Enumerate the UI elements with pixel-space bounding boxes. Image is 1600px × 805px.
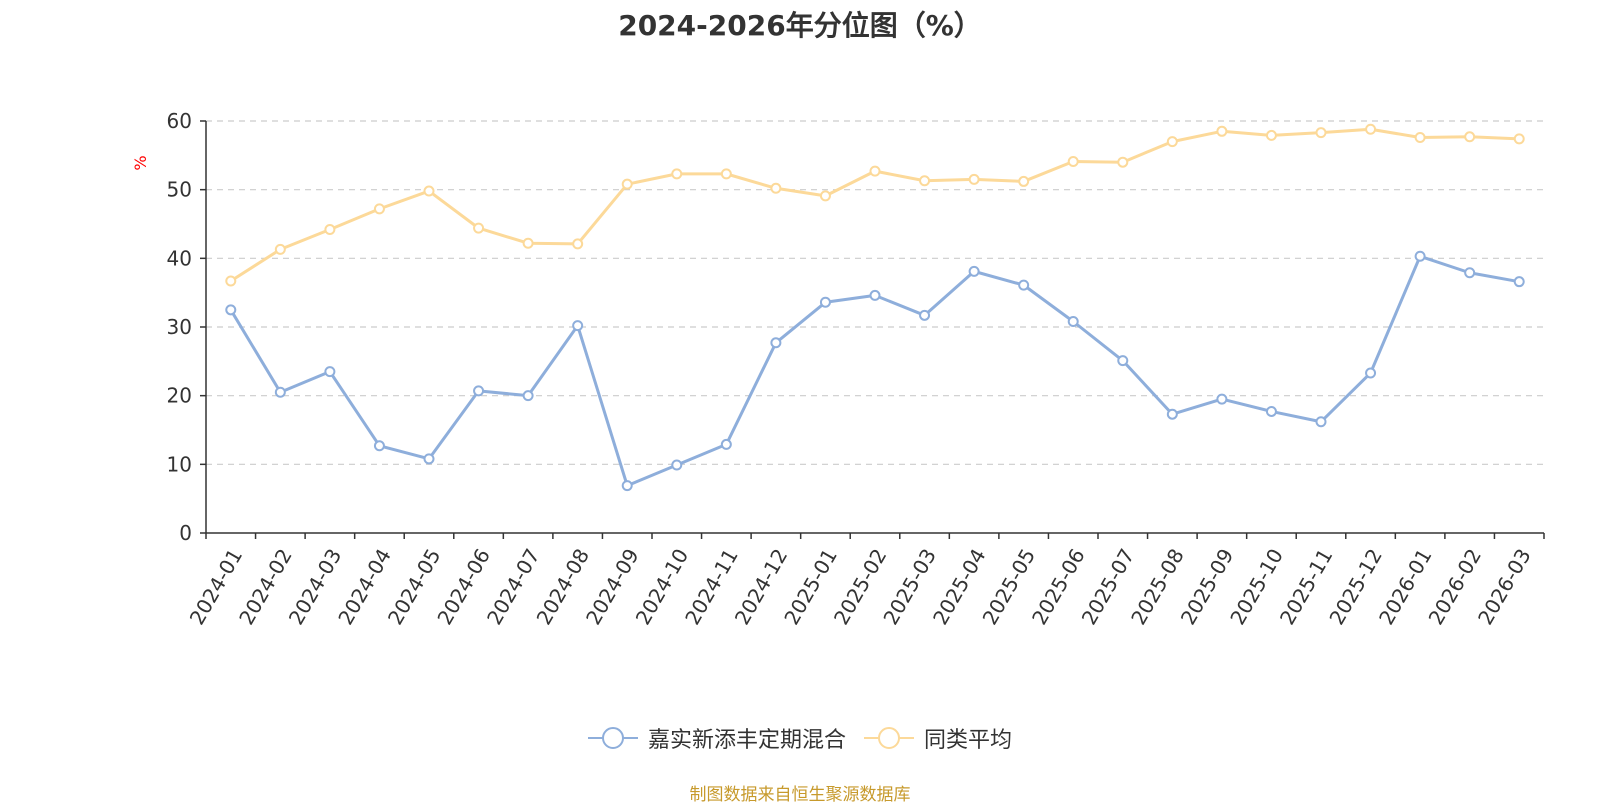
y-tick-label: 40 <box>167 246 192 270</box>
data-point-0[interactable] <box>1315 416 1327 428</box>
data-point-0[interactable] <box>1365 367 1377 379</box>
series-group <box>225 123 1525 492</box>
data-point-1[interactable] <box>1216 125 1228 137</box>
data-point-0[interactable] <box>770 337 782 349</box>
data-point-0[interactable] <box>621 480 633 492</box>
data-point-1[interactable] <box>1265 129 1277 141</box>
y-tick-label: 10 <box>167 452 192 476</box>
legend-average-label: 同类平均 <box>924 728 1013 753</box>
data-point-1[interactable] <box>1166 136 1178 148</box>
data-point-1[interactable] <box>274 243 286 255</box>
data-point-1[interactable] <box>770 182 782 194</box>
data-point-0[interactable] <box>274 386 286 398</box>
legend: 嘉实新添丰定期混合 同类平均 <box>0 722 1600 754</box>
data-point-0[interactable] <box>720 438 732 450</box>
series-line-1 <box>229 127 1520 283</box>
data-point-0[interactable] <box>572 320 584 332</box>
legend-fund-marker-icon <box>587 727 638 749</box>
data-point-1[interactable] <box>1464 131 1476 143</box>
data-point-0[interactable] <box>1513 276 1525 288</box>
data-point-0[interactable] <box>819 296 831 308</box>
y-axis-label: % <box>131 155 150 170</box>
data-point-1[interactable] <box>720 168 732 180</box>
data-point-1[interactable] <box>1067 156 1079 168</box>
y-tick-label: 20 <box>167 384 192 408</box>
legend-fund-label: 嘉实新添丰定期混合 <box>647 728 846 753</box>
y-axis-ticks: 0 10 20 30 40 50 60 <box>167 109 207 545</box>
data-point-0[interactable] <box>1067 316 1079 328</box>
data-point-1[interactable] <box>324 223 336 235</box>
data-point-0[interactable] <box>522 390 534 402</box>
legend-item-fund[interactable]: 嘉实新添丰定期混合 <box>587 722 846 754</box>
data-point-0[interactable] <box>1166 408 1178 420</box>
data-point-1[interactable] <box>572 238 584 250</box>
data-point-1[interactable] <box>522 237 534 249</box>
data-point-0[interactable] <box>373 440 385 452</box>
data-point-0[interactable] <box>919 309 931 321</box>
data-point-1[interactable] <box>1414 131 1426 143</box>
data-point-0[interactable] <box>1464 267 1476 279</box>
data-point-1[interactable] <box>671 168 683 180</box>
data-point-0[interactable] <box>869 289 881 301</box>
y-tick-label: 30 <box>167 315 192 339</box>
data-point-1[interactable] <box>621 178 633 190</box>
data-point-1[interactable] <box>1365 123 1377 135</box>
data-point-1[interactable] <box>869 165 881 177</box>
data-point-1[interactable] <box>968 173 980 185</box>
data-point-0[interactable] <box>968 265 980 277</box>
y-tick-label: 50 <box>167 178 192 202</box>
data-point-0[interactable] <box>1265 405 1277 417</box>
line-chart: % 0 10 20 30 40 50 60 2024-012024-022024-03202… <box>131 109 1545 629</box>
data-point-1[interactable] <box>1018 175 1030 187</box>
data-point-1[interactable] <box>919 175 931 187</box>
data-point-1[interactable] <box>1117 156 1129 168</box>
legend-average-marker-icon <box>864 727 914 749</box>
data-point-0[interactable] <box>423 453 435 465</box>
chart-title: 2024-2026年分位图（%） <box>618 9 982 42</box>
data-point-0[interactable] <box>1018 279 1030 291</box>
data-point-1[interactable] <box>373 203 385 215</box>
data-point-0[interactable] <box>324 366 336 378</box>
x-axis: 2024-012024-022024-032024-042024-052024-… <box>185 532 1545 629</box>
data-point-1[interactable] <box>819 190 831 202</box>
data-point-0[interactable] <box>225 304 237 316</box>
data-point-0[interactable] <box>1414 250 1426 262</box>
data-point-0[interactable] <box>473 385 485 397</box>
data-point-0[interactable] <box>1117 355 1129 367</box>
data-point-0[interactable] <box>671 459 683 471</box>
data-point-1[interactable] <box>225 275 237 287</box>
data-point-1[interactable] <box>1315 127 1327 139</box>
data-point-0[interactable] <box>1216 393 1228 405</box>
data-point-1[interactable] <box>1513 133 1525 145</box>
y-tick-label: 0 <box>179 521 192 545</box>
data-point-1[interactable] <box>473 222 485 234</box>
source-note: 制图数据来自恒生聚源数据库 <box>689 785 911 805</box>
data-point-1[interactable] <box>423 185 435 197</box>
y-tick-label: 60 <box>167 109 192 133</box>
legend-item-average[interactable]: 同类平均 <box>864 722 1012 754</box>
